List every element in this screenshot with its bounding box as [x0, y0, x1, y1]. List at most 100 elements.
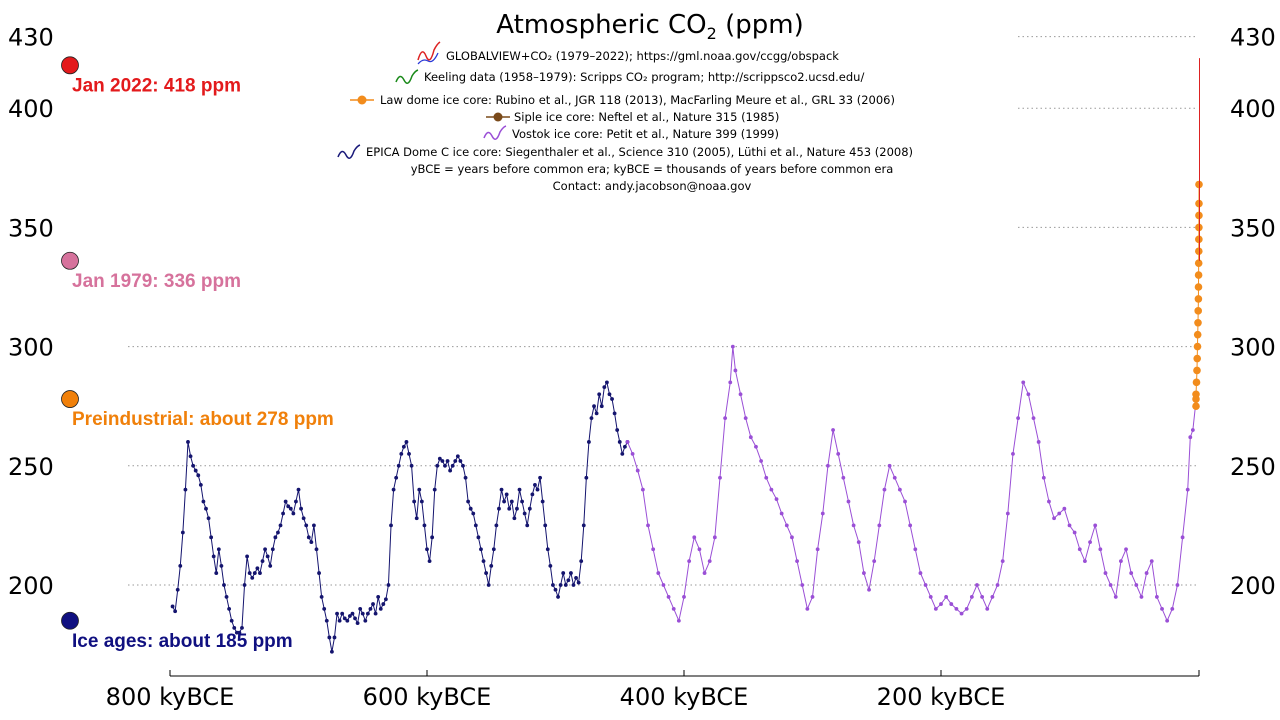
data-point — [908, 523, 913, 528]
data-point — [301, 516, 306, 521]
data-point — [815, 547, 820, 552]
data-point — [558, 583, 563, 587]
data-point — [486, 583, 491, 587]
data-point — [728, 380, 733, 385]
data-point — [856, 540, 861, 544]
data-point — [969, 595, 974, 599]
data-point — [180, 530, 185, 535]
data-point — [178, 564, 183, 568]
data-point — [1194, 271, 1203, 279]
data-point — [1192, 390, 1200, 399]
data-point — [281, 511, 285, 516]
y-tick-label-right: 430 — [1230, 24, 1276, 52]
marker-278: Preindustrial: about 278 ppm — [61, 390, 334, 430]
data-point — [222, 583, 226, 587]
data-point — [805, 606, 810, 611]
data-point — [193, 468, 198, 473]
data-point — [1194, 307, 1202, 315]
data-point — [594, 411, 599, 416]
data-point — [237, 630, 242, 635]
data-point — [1194, 259, 1203, 267]
data-point — [232, 626, 237, 630]
data-point — [1113, 595, 1118, 599]
data-point — [748, 435, 753, 440]
data-point — [533, 482, 537, 487]
marker-418: Jan 2022: 418 ppm — [61, 56, 241, 96]
data-point — [430, 535, 435, 540]
data-point — [527, 506, 532, 511]
data-point — [312, 523, 316, 528]
data-point — [1124, 547, 1128, 552]
data-point — [499, 487, 504, 492]
data-point — [913, 547, 918, 552]
data-point — [368, 606, 373, 611]
data-point — [617, 440, 622, 444]
chart-title-subscript: 2 — [707, 24, 717, 43]
series-law-dome — [1192, 180, 1203, 411]
data-point — [224, 595, 229, 599]
data-point — [795, 559, 799, 564]
data-point — [360, 611, 365, 616]
data-point — [687, 559, 692, 564]
data-point — [263, 547, 267, 552]
legend-note-bce: yBCE = years before common era; kyBCE = … — [411, 162, 894, 176]
data-point — [252, 571, 257, 575]
data-point — [949, 602, 954, 606]
data-point — [196, 473, 201, 478]
data-point — [605, 380, 609, 385]
data-point — [738, 392, 743, 397]
legend: GLOBALVIEW+CO₂ (1979–2022); https://gml.… — [337, 41, 913, 193]
data-point — [365, 611, 370, 616]
data-point — [450, 463, 455, 468]
data-point — [1194, 283, 1203, 291]
data-point — [887, 463, 892, 468]
y-tick-label-right: 250 — [1230, 453, 1276, 481]
chart-title: Atmospheric CO2 (ppm) — [496, 10, 803, 43]
data-point — [692, 535, 697, 540]
data-point — [975, 583, 979, 587]
data-point — [479, 547, 483, 552]
data-point — [581, 523, 586, 528]
data-point — [615, 428, 620, 432]
data-point — [468, 506, 473, 511]
data-point — [522, 511, 527, 516]
data-point — [1005, 511, 1010, 516]
legend-note-contact: Contact: andy.jacobson@noaa.gov — [553, 179, 752, 193]
data-point — [378, 606, 383, 611]
data-point — [201, 499, 206, 504]
data-point — [985, 606, 990, 611]
data-point — [1134, 583, 1139, 587]
data-point — [569, 571, 573, 575]
data-point — [1193, 366, 1201, 375]
data-point — [389, 523, 393, 528]
data-point — [407, 451, 411, 456]
data-point — [419, 499, 424, 504]
data-point — [268, 564, 273, 568]
data-point — [1195, 235, 1203, 244]
data-point — [278, 523, 283, 528]
data-point — [394, 475, 399, 480]
data-point — [229, 618, 234, 623]
data-point — [790, 535, 794, 540]
data-point — [530, 492, 535, 497]
data-point — [551, 583, 555, 587]
data-point — [494, 523, 499, 528]
data-point — [599, 404, 604, 409]
data-point — [507, 506, 512, 511]
data-point — [964, 606, 969, 611]
data-point — [425, 547, 429, 552]
data-point — [401, 444, 406, 449]
data-point — [296, 487, 301, 492]
data-point — [954, 606, 959, 611]
data-point — [543, 523, 548, 528]
marker-label: Jan 1979: 336 ppm — [72, 271, 241, 292]
data-point — [476, 535, 481, 540]
data-point — [697, 547, 702, 552]
data-point — [610, 397, 614, 401]
data-point — [1047, 499, 1051, 504]
data-point — [283, 499, 288, 504]
data-point — [183, 487, 188, 492]
data-point — [273, 535, 278, 540]
data-point — [836, 451, 841, 456]
data-point — [216, 547, 221, 552]
